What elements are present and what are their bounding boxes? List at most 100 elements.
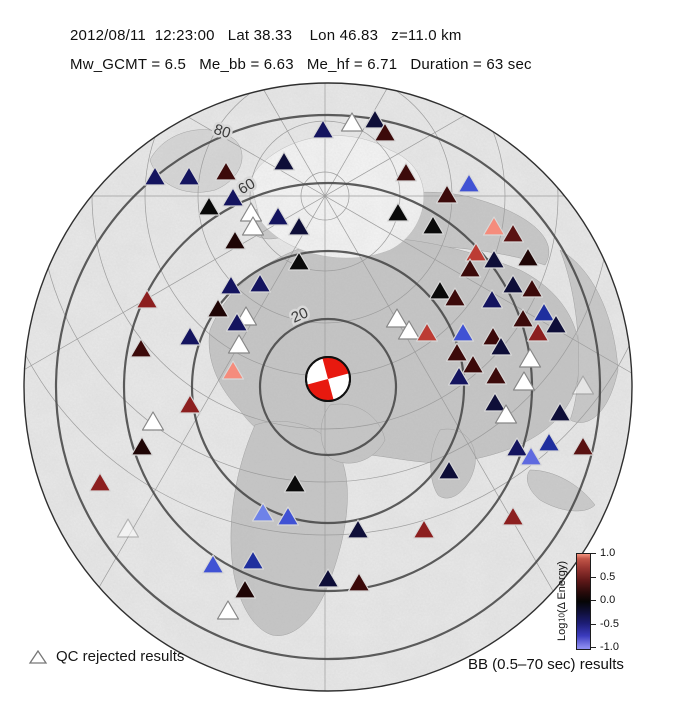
colorbar-tick bbox=[591, 600, 596, 601]
station-triangle bbox=[518, 348, 542, 368]
colorbar-tick bbox=[591, 647, 596, 648]
station-triangle bbox=[266, 206, 290, 226]
station-triangle bbox=[201, 554, 225, 574]
distance-ring-40 bbox=[190, 249, 466, 525]
station-triangle bbox=[116, 518, 140, 538]
colorbar-axis-label: Log 10 (Δ Energy) bbox=[556, 548, 568, 654]
station-triangle bbox=[484, 365, 508, 385]
station-triangle bbox=[445, 342, 469, 362]
station-triangle bbox=[219, 275, 243, 295]
event-header-line2: Mw_GCMT = 6.5 Me_bb = 6.63 Me_hf = 6.71 … bbox=[70, 56, 532, 73]
station-triangle bbox=[512, 371, 536, 391]
station-triangle bbox=[480, 289, 504, 309]
station-triangle bbox=[415, 322, 439, 342]
station-triangle bbox=[363, 109, 387, 129]
station-triangle bbox=[501, 223, 525, 243]
station-triangle bbox=[443, 287, 467, 307]
station-triangle bbox=[435, 184, 459, 204]
station-triangle bbox=[481, 326, 505, 346]
station-triangle bbox=[221, 360, 245, 380]
bb-results-caption: BB (0.5–70 sec) results bbox=[468, 656, 624, 673]
station-triangle bbox=[482, 249, 506, 269]
station-triangle bbox=[248, 273, 272, 293]
colorbar-label-sub: 10 bbox=[557, 613, 567, 623]
station-triangle bbox=[276, 506, 300, 526]
station-triangle bbox=[130, 436, 154, 456]
station-triangle bbox=[461, 354, 485, 374]
station-triangle bbox=[571, 375, 595, 395]
parallel-line bbox=[300, 171, 350, 221]
station-triangle bbox=[141, 411, 165, 431]
station-triangle bbox=[178, 326, 202, 346]
qc-triangle-icon bbox=[28, 649, 48, 664]
station-triangle bbox=[548, 402, 572, 422]
station-triangle bbox=[483, 392, 507, 412]
station-triangle bbox=[129, 338, 153, 358]
station-triangle bbox=[421, 215, 445, 235]
station-triangle bbox=[340, 112, 364, 132]
station-triangle bbox=[283, 473, 307, 493]
station-triangle bbox=[532, 302, 556, 322]
distance-ring-20 bbox=[258, 317, 398, 457]
station-triangle bbox=[501, 506, 525, 526]
station-triangle bbox=[227, 334, 251, 354]
station-triangle bbox=[233, 579, 257, 599]
qc-legend-label: QC rejected results bbox=[56, 648, 185, 665]
station-triangle bbox=[412, 519, 436, 539]
colorbar-tick-label: 0.5 bbox=[600, 571, 616, 583]
station-triangle bbox=[311, 119, 335, 139]
station-triangle bbox=[519, 446, 543, 466]
station-triangle bbox=[241, 550, 265, 570]
station-triangle bbox=[511, 308, 535, 328]
event-header-line1: 2012/08/11 12:23:00 Lat 38.33 Lon 46.83 … bbox=[70, 27, 462, 44]
station-triangle bbox=[143, 166, 167, 186]
station-triangle bbox=[225, 312, 249, 332]
focal-mechanism-beachball bbox=[305, 356, 351, 402]
station-triangle bbox=[394, 162, 418, 182]
station-triangle bbox=[537, 432, 561, 452]
map-outline-circle bbox=[23, 82, 633, 692]
station-triangle bbox=[216, 600, 240, 620]
station-triangle bbox=[88, 472, 112, 492]
station-triangle bbox=[287, 251, 311, 271]
colorbar-tick-label: -0.5 bbox=[600, 618, 619, 630]
station-triangle bbox=[544, 314, 568, 334]
station-triangle bbox=[221, 187, 245, 207]
station-triangle bbox=[135, 289, 159, 309]
station-triangle bbox=[501, 274, 525, 294]
colorbar-tick bbox=[591, 553, 596, 554]
station-triangle bbox=[437, 460, 461, 480]
colorbar-tick bbox=[591, 577, 596, 578]
station-triangle bbox=[457, 173, 481, 193]
station-triangle bbox=[347, 572, 371, 592]
station-triangle bbox=[178, 394, 202, 414]
colorbar-gradient bbox=[576, 553, 591, 650]
station-triangle bbox=[447, 366, 471, 386]
colorbar-tick bbox=[591, 624, 596, 625]
station-triangle bbox=[482, 216, 506, 236]
colorbar-tick-label: -1.0 bbox=[600, 641, 619, 653]
station-triangle bbox=[241, 216, 265, 236]
station-triangle bbox=[214, 161, 238, 181]
station-triangle bbox=[516, 247, 540, 267]
station-triangle bbox=[251, 502, 275, 522]
station-triangle bbox=[464, 242, 488, 262]
station-triangle bbox=[177, 166, 201, 186]
stations-group bbox=[88, 109, 595, 620]
station-triangle bbox=[489, 336, 513, 356]
distance-ring-80 bbox=[54, 113, 602, 661]
station-triangle bbox=[272, 151, 296, 171]
station-triangle bbox=[197, 196, 221, 216]
station-triangle bbox=[526, 322, 550, 342]
colorbar-tick-label: 0.0 bbox=[600, 594, 616, 606]
station-triangle bbox=[458, 258, 482, 278]
station-triangle bbox=[451, 322, 475, 342]
qc-legend: QC rejected results bbox=[28, 648, 184, 665]
station-triangle bbox=[316, 568, 340, 588]
station-triangle bbox=[385, 308, 409, 328]
parallel-line bbox=[24, 83, 632, 536]
colorbar-tick-label: 1.0 bbox=[600, 547, 616, 559]
station-triangle bbox=[505, 437, 529, 457]
